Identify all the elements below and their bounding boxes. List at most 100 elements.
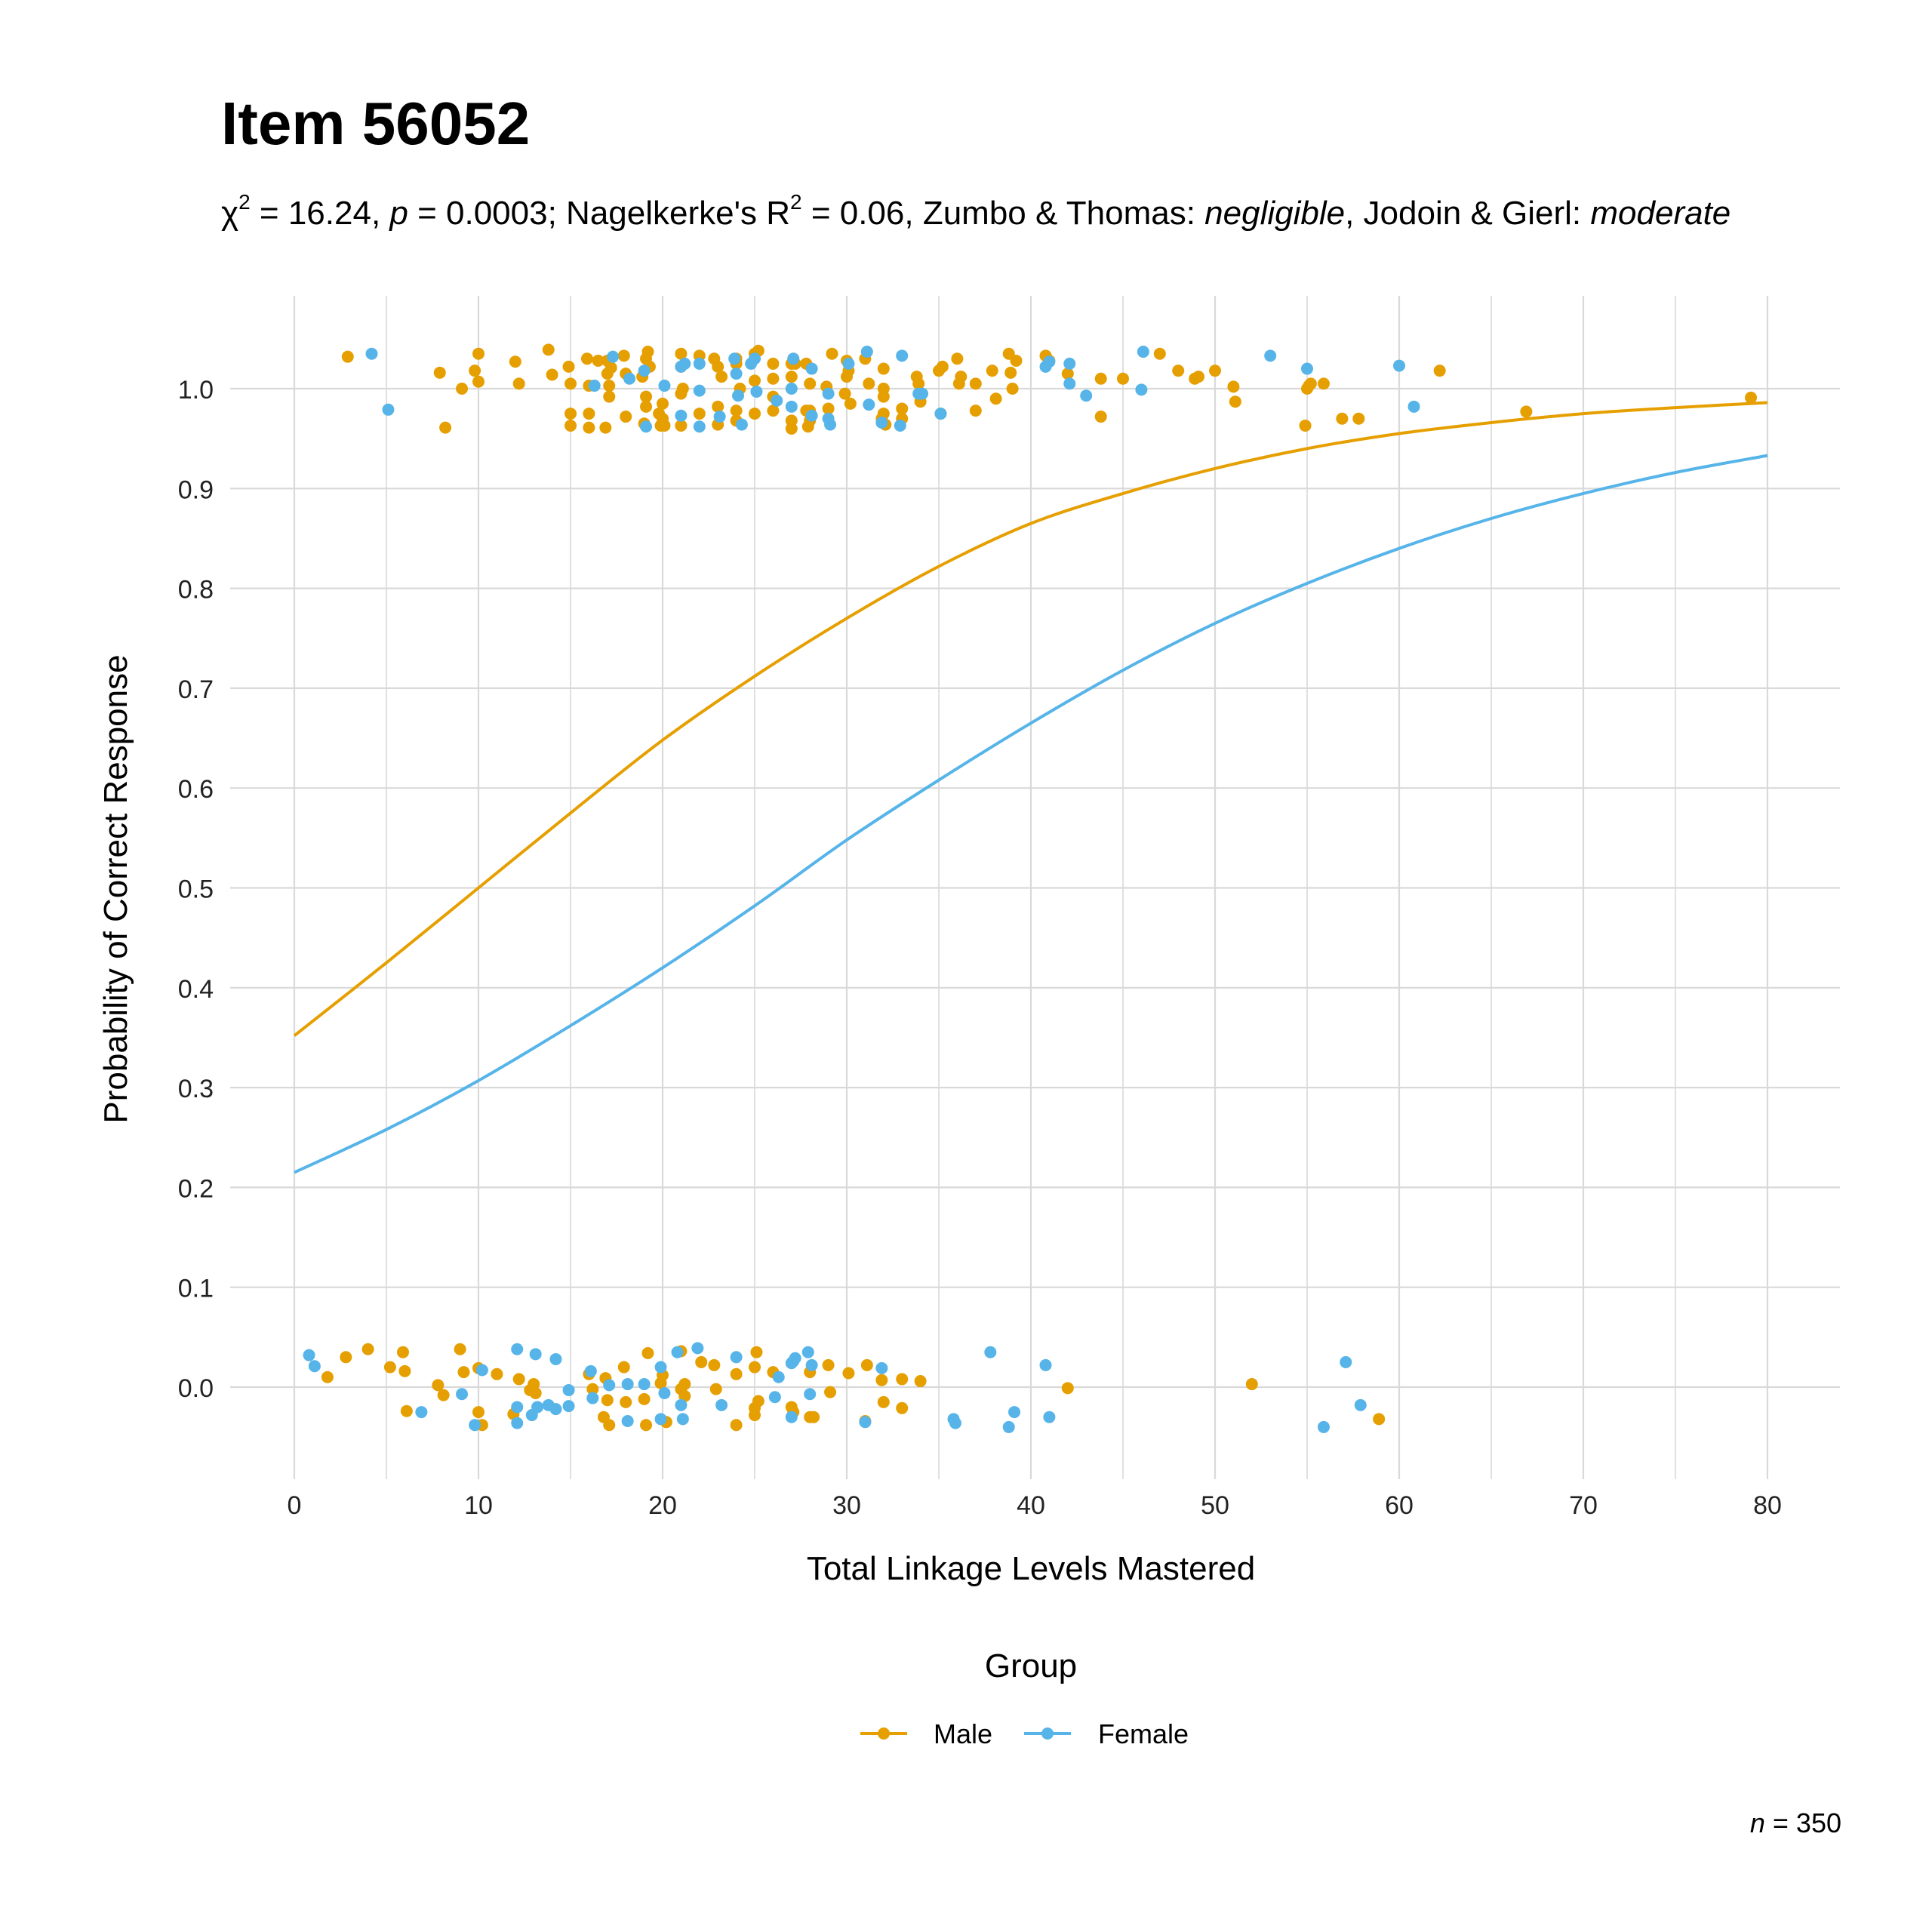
point-male: [822, 402, 835, 415]
p-label: p: [389, 195, 408, 232]
point-male: [844, 397, 857, 410]
point-male: [877, 390, 890, 403]
legend-item-female[interactable]: Female: [1024, 1718, 1189, 1749]
point-male: [1192, 371, 1205, 383]
point-female: [805, 409, 818, 422]
point-male: [457, 1366, 470, 1379]
x-tick-label: 40: [1017, 1491, 1045, 1520]
point-male: [1336, 412, 1349, 425]
point-male: [693, 408, 706, 420]
point-male: [842, 1367, 855, 1380]
point-female: [676, 1413, 689, 1426]
point-female: [529, 1348, 542, 1361]
point-male: [620, 1395, 632, 1408]
curve-male: [293, 401, 1768, 1037]
point-male: [454, 1343, 466, 1355]
point-female: [785, 383, 798, 395]
chi-value: = 16.24,: [250, 195, 390, 232]
point-male: [1061, 1382, 1074, 1395]
point-female: [1063, 357, 1076, 370]
point-female: [750, 385, 763, 398]
point-female: [772, 1371, 785, 1383]
point-female: [1340, 1355, 1352, 1368]
chart-title: Item 56052: [221, 90, 531, 157]
x-axis-tick-labels: 0 10 20 30 40 50 60 70 80: [288, 1491, 1782, 1520]
point-male: [1004, 366, 1017, 379]
point-male: [400, 1404, 413, 1417]
point-female: [896, 349, 909, 362]
point-male: [678, 1378, 691, 1391]
point-female: [805, 1358, 818, 1371]
point-male: [1094, 372, 1107, 385]
point-female: [1135, 383, 1148, 396]
point-female: [475, 1364, 488, 1377]
point-male: [675, 419, 688, 432]
point-male: [472, 347, 485, 360]
y-tick-label: 0.8: [178, 576, 214, 605]
point-female: [801, 1346, 814, 1358]
point-female: [824, 418, 837, 431]
point-female: [562, 1400, 575, 1413]
point-female: [730, 1351, 743, 1364]
point-male: [969, 377, 982, 390]
point-male: [1153, 347, 1166, 360]
point-male: [749, 374, 761, 387]
point-male: [638, 1392, 651, 1405]
p-value: = 0.0003; Nagelkerke's R: [408, 195, 791, 232]
legend-label-male: Male: [934, 1718, 992, 1749]
point-female: [984, 1346, 997, 1358]
point-female: [621, 1378, 634, 1391]
point-male: [936, 360, 949, 373]
point-female: [842, 357, 855, 370]
point-female: [804, 1388, 817, 1401]
y-tick-label: 0.1: [178, 1275, 214, 1303]
point-male: [640, 1419, 653, 1432]
point-female: [511, 1343, 524, 1355]
x-tick-label: 80: [1753, 1491, 1782, 1520]
point-male: [437, 1389, 450, 1401]
point-male: [641, 346, 654, 358]
y-tick-label: 0.2: [178, 1174, 214, 1203]
point-female: [675, 409, 688, 422]
point-male: [712, 360, 724, 373]
point-male: [1352, 412, 1365, 425]
point-male: [605, 361, 617, 374]
point-male: [730, 1367, 743, 1380]
point-male: [433, 366, 446, 379]
point-female: [1043, 355, 1056, 368]
point-male: [341, 350, 354, 363]
point-male: [863, 377, 875, 390]
point-male: [565, 377, 577, 390]
point-female: [730, 368, 743, 380]
x-tick-label: 0: [288, 1491, 302, 1520]
point-female: [771, 394, 783, 407]
point-male: [695, 1355, 708, 1368]
point-male: [951, 352, 964, 365]
point-male: [1229, 395, 1241, 408]
point-male: [542, 343, 555, 356]
point-female: [640, 420, 653, 433]
point-female: [469, 1419, 481, 1432]
jodoin-gierl-prefix: , Jodoin & Gierl:: [1345, 195, 1591, 232]
point-female: [863, 398, 875, 411]
point-female: [1407, 400, 1420, 413]
point-female: [1063, 377, 1076, 390]
point-male: [1373, 1413, 1386, 1426]
chi-symbol: χ: [221, 195, 239, 232]
point-female: [713, 411, 726, 423]
point-female: [1317, 1420, 1330, 1433]
legend-item-male[interactable]: Male: [860, 1718, 992, 1749]
point-female: [805, 362, 818, 375]
point-male: [580, 352, 593, 365]
point-female: [693, 357, 706, 370]
point-male: [491, 1367, 503, 1380]
point-male: [785, 422, 798, 435]
point-male: [603, 1419, 616, 1432]
point-male: [641, 1347, 654, 1360]
grid-lines: [230, 296, 1840, 1479]
point-male: [826, 347, 838, 360]
point-male: [767, 405, 780, 417]
point-male: [676, 383, 689, 395]
y-tick-label: 0.5: [178, 875, 214, 904]
point-female: [675, 1398, 688, 1411]
